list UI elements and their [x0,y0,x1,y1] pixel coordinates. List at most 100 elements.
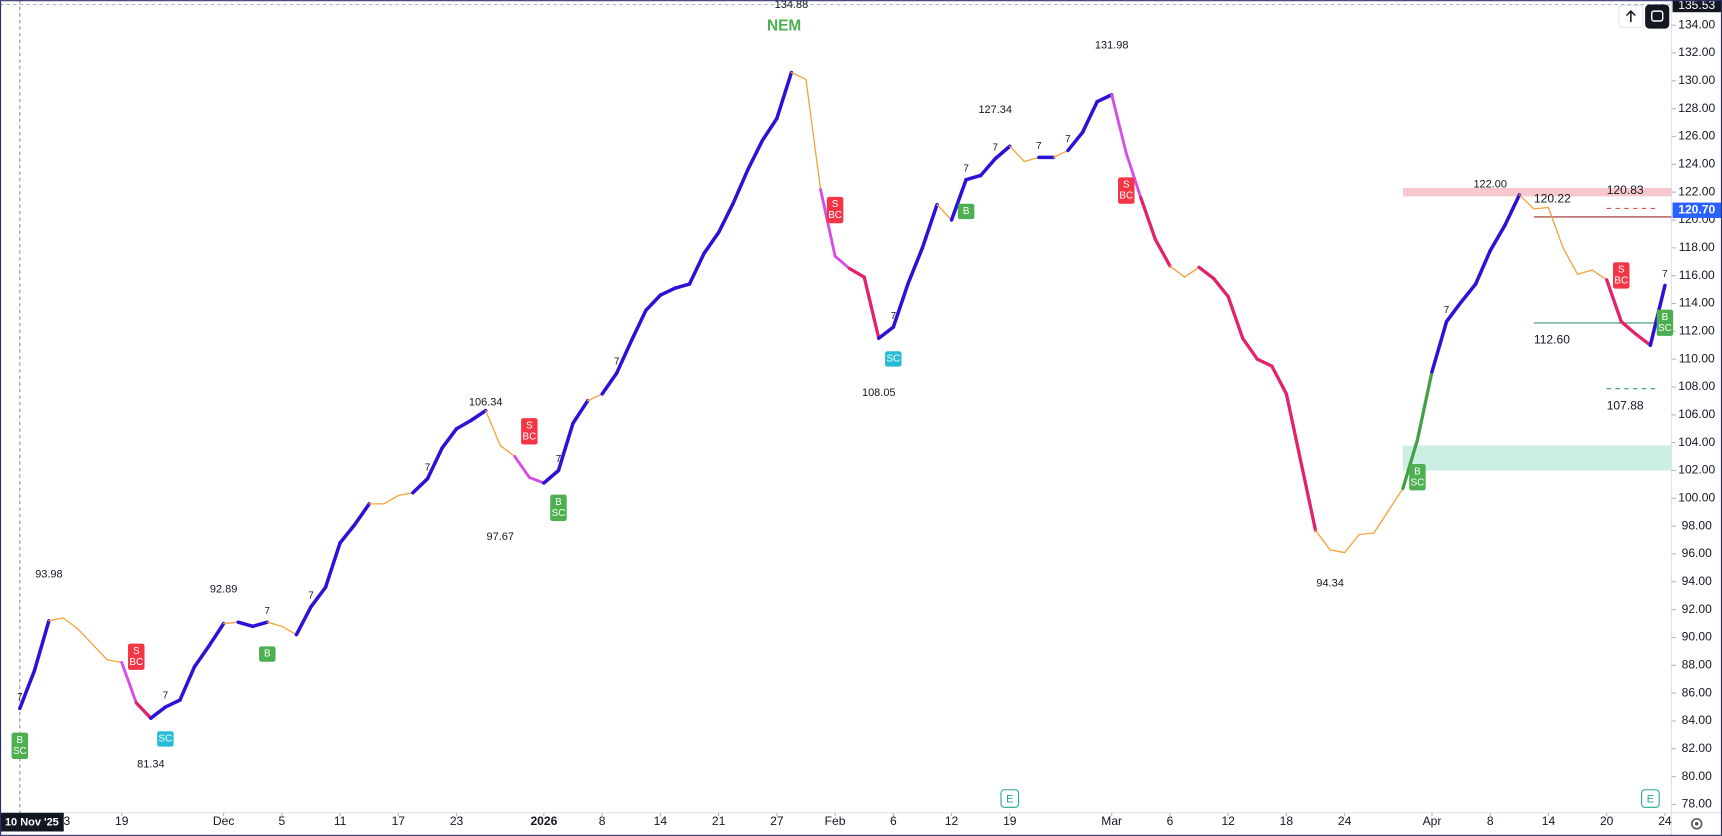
price-annotation: 122.00 [1473,178,1507,190]
price-segment [629,308,648,343]
price-segment [993,144,1012,161]
price-segment [1124,151,1143,200]
price-segment [1110,93,1128,155]
price-segment [18,669,37,711]
price-segment [1562,247,1579,275]
x-tick-label: 20 [1600,814,1614,828]
x-tick-label: 27 [770,814,784,828]
price-segment [775,70,794,121]
price-segment [178,664,197,702]
signal-label: B [555,497,562,508]
signal-label: SC [1411,477,1425,488]
price-segment [1488,223,1507,253]
event-label: E [1647,794,1654,806]
price-segment [1284,392,1303,464]
signal-marker [259,646,276,662]
y-tick-label: 110.00 [1679,351,1715,365]
price-segment [1387,487,1404,512]
y-tick-label: 106.00 [1678,407,1715,421]
price-segment [1009,145,1026,163]
x-tick-label: 24 [1658,814,1672,828]
price-segment [1547,206,1564,249]
price-segment [949,177,968,222]
price-segment [281,625,298,636]
price-annotation: 127.34 [978,104,1012,116]
signal-label: B [1662,312,1669,323]
price-segment [847,267,866,279]
price-segment [309,585,328,609]
gear-icon[interactable] [1691,818,1703,830]
price-segment [687,251,706,286]
x-tick-label: 5 [278,814,285,828]
y-tick-label: 96.00 [1682,546,1713,560]
price-segment [266,621,283,627]
count-label: 7 [614,357,620,368]
price-segment [1576,269,1593,275]
price-segment [32,619,51,673]
price-segment [1255,357,1274,368]
signal-label: S [1618,265,1625,276]
settings-button[interactable] [1691,818,1703,830]
price-segment [571,399,590,425]
price-segment [891,282,910,329]
button-frame[interactable] [1645,4,1670,29]
count-label: 7 [992,142,998,153]
price-segment [1226,294,1245,340]
zone [1402,187,1672,197]
level-label: 107.88 [1607,398,1644,412]
y-tick-label: 102.00 [1678,463,1715,477]
price-segment [1415,370,1434,442]
price-segment [1066,130,1085,153]
price-segment [425,446,444,481]
price-segment [731,168,750,206]
signal-marker [957,203,975,220]
signal-marker [550,494,567,521]
price-segment [1241,336,1259,361]
price-annotation: 81.34 [137,758,164,770]
signal-label: S [832,199,839,210]
y-tick-label: 126.00 [1678,129,1715,143]
price-segment [1095,92,1114,104]
price-annotation: 97.67 [487,531,514,543]
y-tick-label: 108.00 [1678,379,1715,393]
price-segment [644,293,663,313]
x-tick-label: 21 [712,814,726,828]
price-segment [760,116,779,143]
price-segment [527,476,546,485]
y-tick-label: 88.00 [1682,657,1713,671]
x-tick-label: 11 [334,814,347,828]
price-segment [1023,156,1040,163]
price-segment [877,325,896,341]
price-segment [1197,265,1216,281]
crosshair-time-label: 10 Nov '25 [5,817,59,829]
y-tick-label: 100.00 [1678,491,1715,505]
price-segment [790,71,807,81]
price-segment [716,201,735,235]
price-segment [556,421,575,473]
price-segment [1518,194,1535,210]
price-segment [192,644,211,669]
price-segment [614,339,634,375]
x-tick-label: 24 [1338,814,1352,828]
price-segment [1634,332,1653,347]
price-segment [862,275,881,340]
screenshot-button[interactable] [1645,4,1670,29]
signal-marker [1656,309,1674,336]
scroll-top-button[interactable] [1618,5,1644,29]
price-segment [383,494,399,505]
price-segment [1052,149,1069,159]
signal-label: BC [522,431,536,442]
count-label: 7 [265,606,271,617]
price-segment [964,173,983,182]
price-segment [338,522,357,545]
price-segment [440,426,459,450]
y-tick-label: 80.00 [1682,769,1713,783]
up-arrow-icon [1625,10,1636,23]
price-segment [120,661,138,705]
price-segment [1183,266,1200,278]
y-tick-label: 118.00 [1679,240,1715,254]
price-segment [1314,529,1331,551]
price-segment [1153,237,1172,268]
x-tick-label: 2026 [530,814,557,828]
